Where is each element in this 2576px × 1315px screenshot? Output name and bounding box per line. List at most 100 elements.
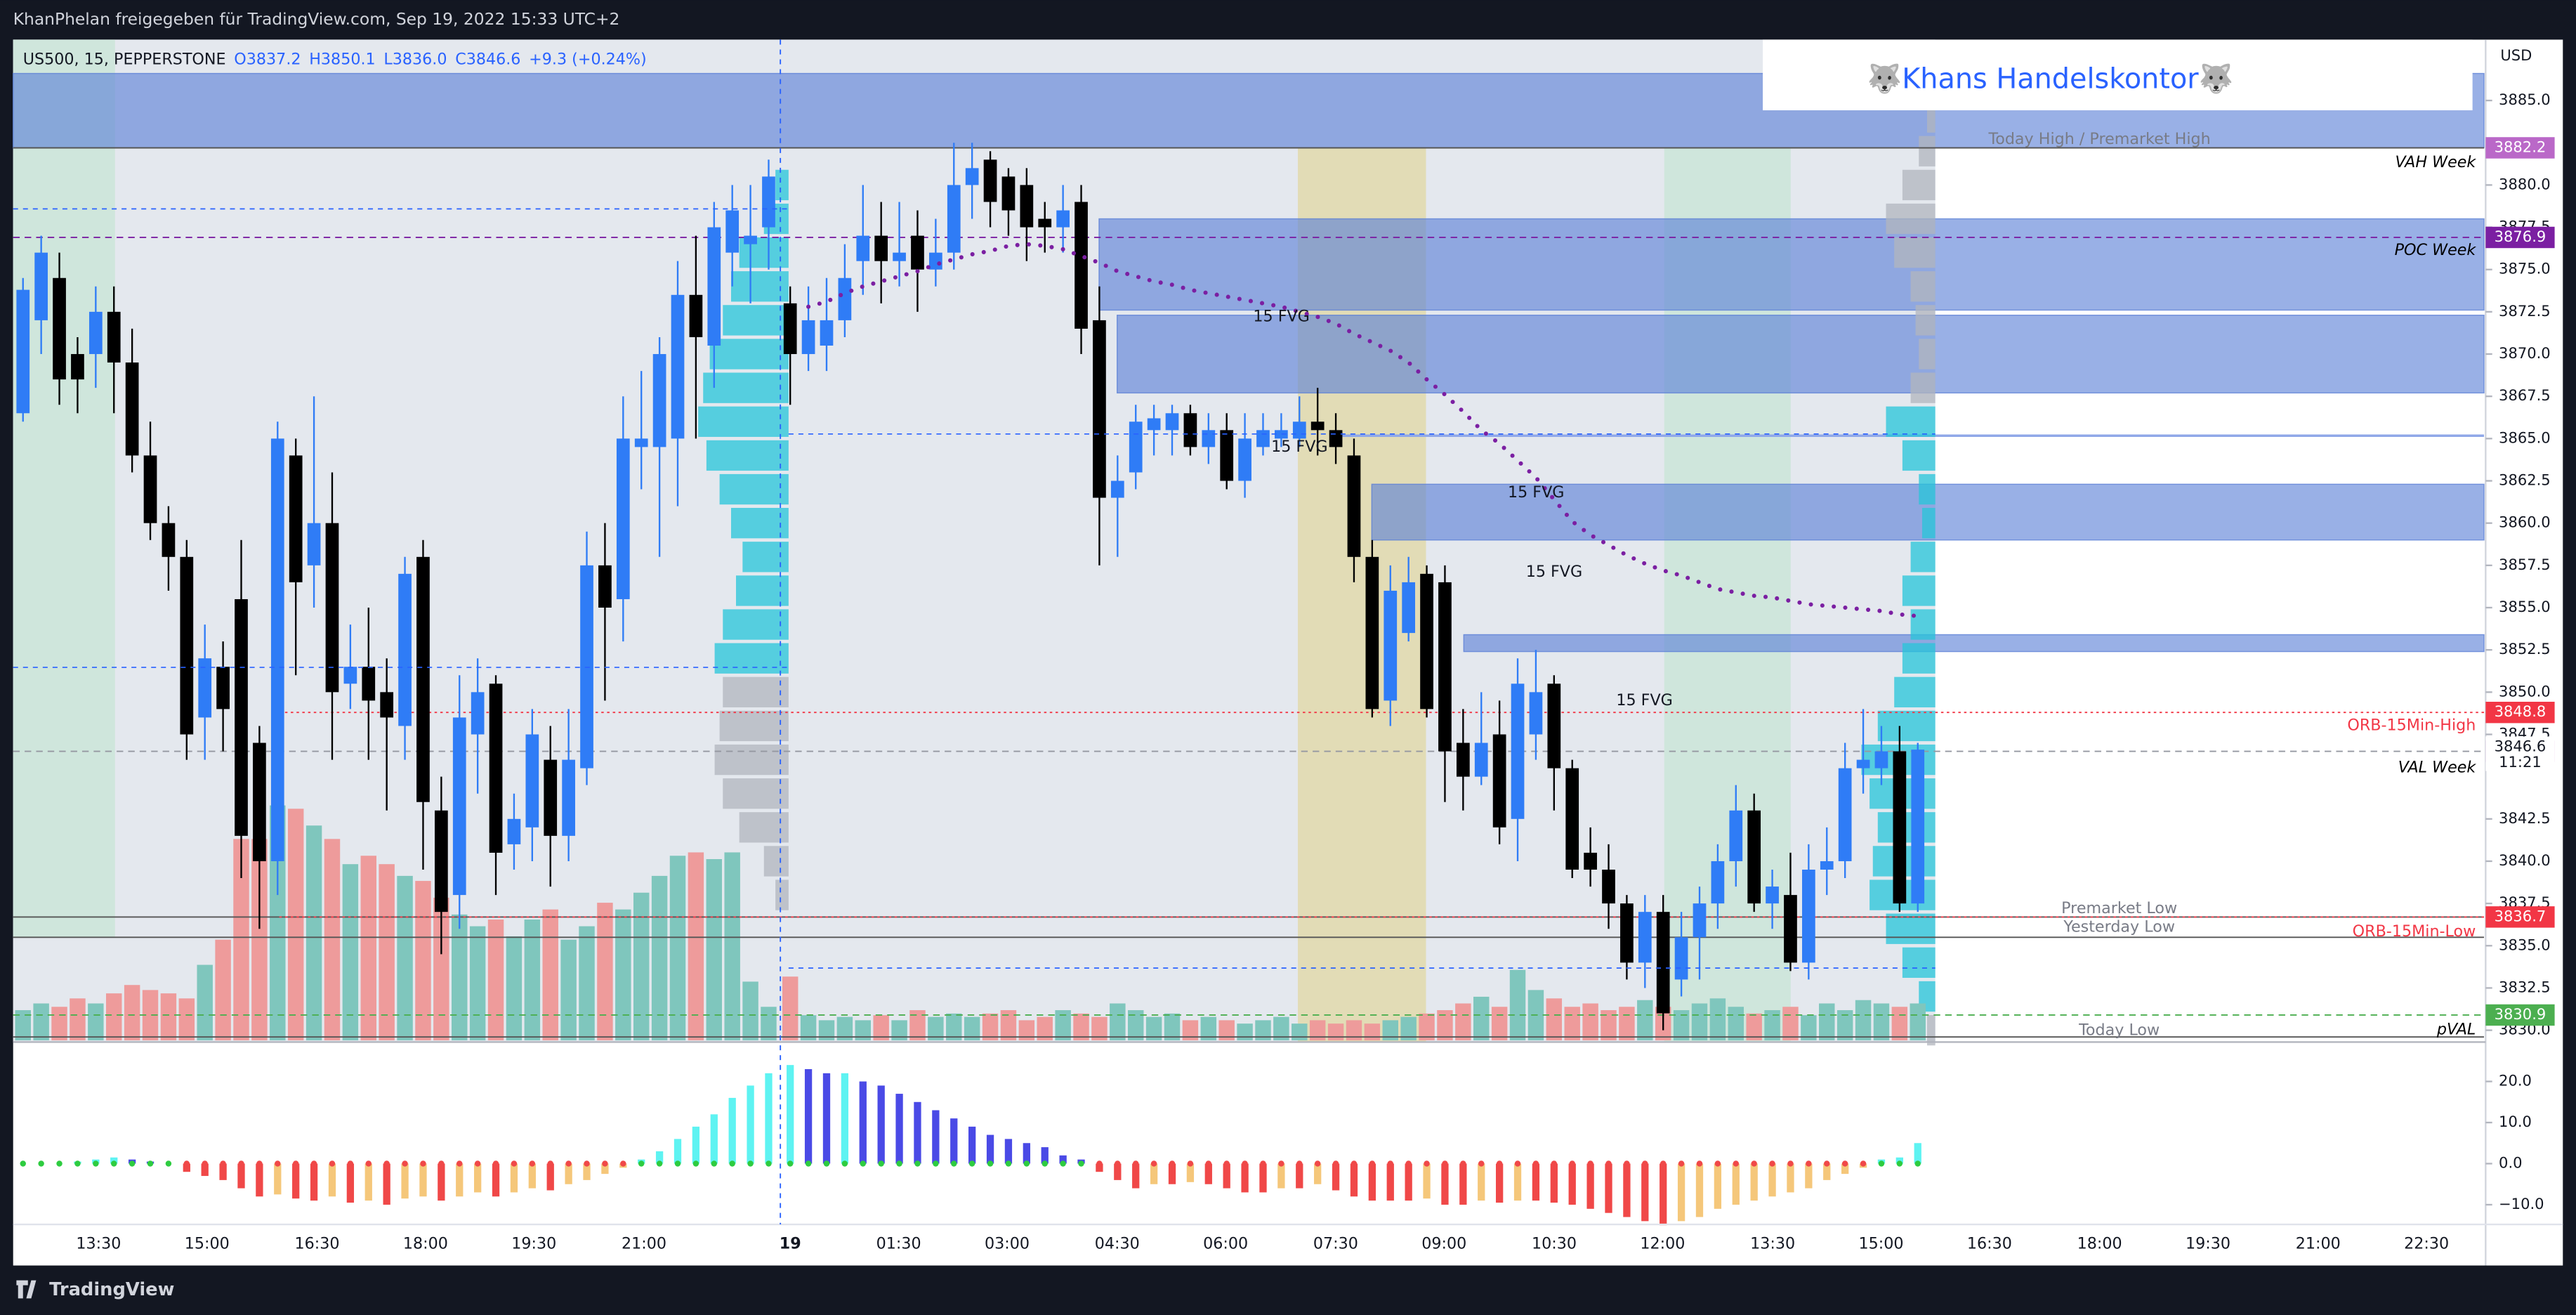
price-tag-label: 3882.2 — [2495, 138, 2547, 155]
osc-dot — [1332, 1160, 1339, 1167]
x-tick-label: 07:30 — [1313, 1235, 1358, 1253]
candle-body — [744, 235, 757, 244]
osc-bar — [1114, 1163, 1122, 1180]
x-tick-label: 04:30 — [1095, 1235, 1140, 1253]
volume-bar — [706, 858, 723, 1041]
legend-value: L3836.0 — [383, 50, 447, 68]
osc-dot — [747, 1160, 754, 1167]
x-tick-label: 15:00 — [185, 1235, 230, 1253]
volume-bar — [124, 985, 140, 1041]
candle-body — [1838, 768, 1852, 861]
volume-bar — [1509, 969, 1526, 1041]
osc-bar — [1841, 1163, 1849, 1175]
osc-dot — [1314, 1160, 1321, 1167]
fvg-zone — [1117, 314, 2485, 394]
osc-dot — [1242, 1160, 1248, 1167]
osc-bar — [438, 1163, 445, 1201]
osc-dot — [1696, 1160, 1703, 1167]
osc-dot — [584, 1160, 590, 1167]
level-label: ORB-15Min-High — [2347, 716, 2476, 734]
osc-bar — [1368, 1163, 1376, 1201]
candle-body — [1220, 430, 1234, 481]
candle-body — [1565, 768, 1579, 870]
osc-dot — [1642, 1160, 1648, 1167]
osc-dot — [1878, 1160, 1885, 1167]
volume-bar — [891, 1020, 907, 1041]
profile-bar — [1886, 913, 1936, 944]
osc-dot — [1532, 1160, 1539, 1167]
candle-body — [16, 289, 30, 414]
osc-dot — [1150, 1160, 1157, 1167]
volume-bar — [1018, 1020, 1035, 1041]
volume-bar — [1546, 998, 1563, 1041]
profile-bar — [730, 271, 789, 302]
osc-bar — [256, 1163, 263, 1197]
osc-bar — [747, 1085, 754, 1164]
osc-bar — [728, 1097, 736, 1164]
osc-bar — [1532, 1163, 1540, 1201]
osc-bar — [1695, 1163, 1704, 1217]
osc-bar — [895, 1094, 903, 1164]
volume-bar — [560, 939, 577, 1041]
osc-dot — [1096, 1160, 1103, 1167]
volume-bar — [1491, 1007, 1508, 1041]
profile-bar — [1921, 508, 1936, 539]
osc-dot — [74, 1160, 81, 1167]
profile-bar — [703, 372, 789, 403]
candle-body — [362, 667, 376, 701]
candle-body — [929, 252, 942, 270]
candle-body — [1001, 176, 1016, 211]
osc-dot — [602, 1160, 608, 1167]
osc-bar — [1386, 1163, 1394, 1201]
osc-bar — [292, 1163, 300, 1199]
volume-bar — [1691, 1003, 1708, 1041]
level-label: VAH Week — [2395, 153, 2476, 171]
osc-dot — [1496, 1160, 1503, 1167]
price-tag-label: 3876.9 — [2495, 228, 2547, 245]
osc-dot — [238, 1160, 244, 1167]
profile-bar — [1894, 237, 1936, 268]
y-tick-label: 3872.5 — [2499, 302, 2551, 320]
osc-bar — [1550, 1163, 1558, 1203]
volume-bar — [928, 1016, 944, 1041]
osc-dot — [1551, 1160, 1558, 1167]
osc-bar — [110, 1157, 118, 1164]
volume-bar — [1619, 1007, 1635, 1041]
profile-bar — [1902, 643, 1936, 674]
candle-body — [1492, 734, 1506, 827]
candle-body — [343, 667, 357, 684]
osc-dot — [951, 1160, 957, 1167]
profile-bar — [730, 508, 789, 539]
osc-bar — [1004, 1139, 1013, 1164]
osc-bar — [583, 1163, 591, 1180]
osc-bar — [1204, 1163, 1212, 1184]
y-tick-label: 3835.0 — [2499, 936, 2551, 953]
osc-dot — [1260, 1160, 1266, 1167]
candle-body — [107, 311, 121, 363]
price-tag — [2485, 226, 2555, 249]
candle-body — [1310, 421, 1325, 431]
osc-bar — [1714, 1163, 1722, 1209]
osc-bar — [419, 1163, 427, 1197]
y-tick-label: 3875.0 — [2499, 260, 2551, 277]
osc-dot — [1751, 1160, 1757, 1167]
price-tag-label: 3836.7 — [2495, 907, 2547, 924]
candle-body — [1620, 903, 1634, 963]
volume-bar — [651, 875, 668, 1041]
volume-bar — [1309, 1020, 1326, 1041]
candle-body — [270, 438, 284, 861]
volume-bar — [1873, 1003, 1890, 1041]
osc-bar — [1459, 1163, 1467, 1205]
volume-bar — [1164, 1013, 1181, 1041]
candle-body — [1165, 413, 1179, 431]
candle-body — [1529, 692, 1543, 735]
volume-bar — [1292, 1023, 1308, 1041]
osc-bar — [565, 1163, 572, 1184]
candle-body — [1456, 742, 1470, 777]
volume-bar — [197, 964, 213, 1041]
osc-bar — [1787, 1163, 1794, 1193]
volume-bar — [1437, 1010, 1453, 1041]
volume-bar — [1218, 1020, 1235, 1041]
osc-dot — [1351, 1160, 1358, 1167]
candle-body — [1911, 750, 1925, 904]
